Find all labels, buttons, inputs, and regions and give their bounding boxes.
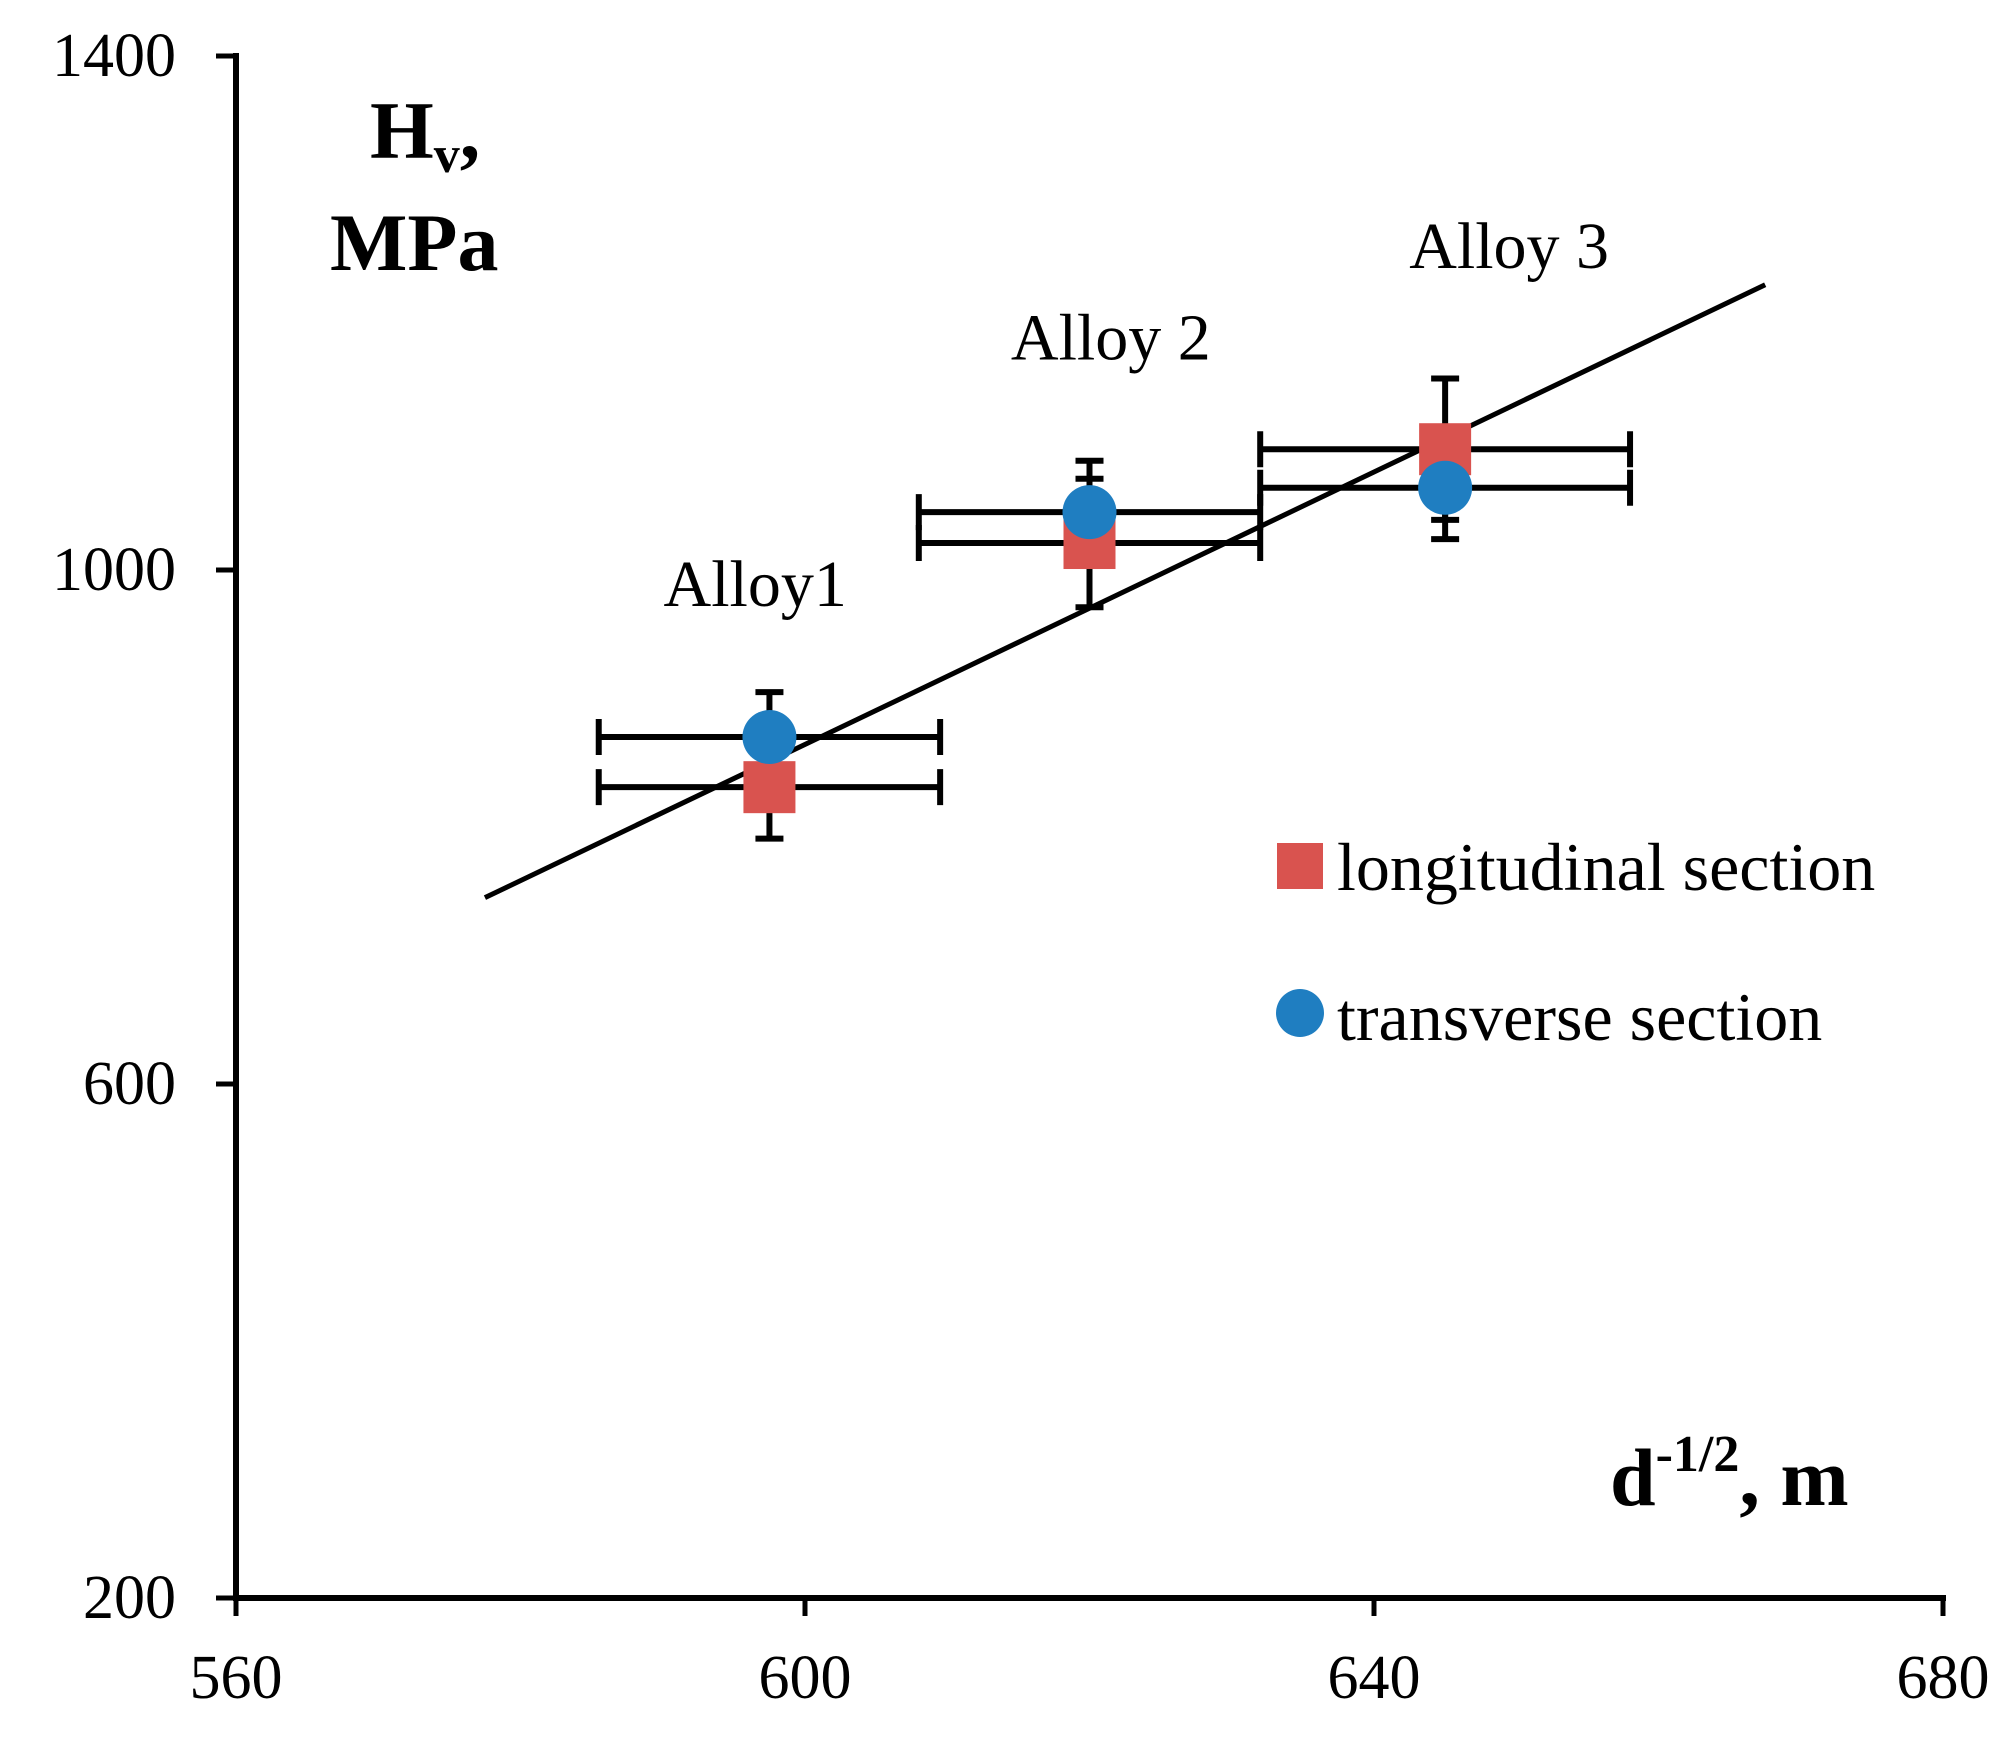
x-tick-label: 680 xyxy=(1897,1644,1990,1712)
y-axis-title-sub: v xyxy=(434,127,460,184)
x-axis-title-suffix: , m xyxy=(1739,1432,1848,1523)
y-tick-label: 1000 xyxy=(52,536,176,604)
data-markers xyxy=(742,423,1473,814)
trendline xyxy=(483,282,1767,900)
y-axis-title-unit: MPa xyxy=(330,197,498,288)
y-axis-title: Hv, xyxy=(370,85,480,184)
trendline-group xyxy=(483,282,1767,900)
x-ticks: 560 600 640 680 xyxy=(190,1598,1990,1712)
transverse-point xyxy=(1418,460,1473,515)
y-tick-label: 600 xyxy=(83,1050,176,1118)
y-tick-label: 1400 xyxy=(52,22,176,90)
y-ticks: 200 600 1000 1400 xyxy=(52,22,236,1632)
legend: longitudinal section transverse section xyxy=(1276,829,1875,1055)
transverse-point xyxy=(742,710,797,765)
x-axis-title: d-1/2, m xyxy=(1610,1426,1849,1523)
legend-label-longitudinal: longitudinal section xyxy=(1337,829,1875,905)
annotations: Alloy1 Alloy 2 Alloy 3 xyxy=(664,210,1610,621)
legend-swatch-transverse xyxy=(1276,989,1324,1037)
x-tick-label: 600 xyxy=(759,1644,852,1712)
x-axis-title-sup: -1/2 xyxy=(1656,1426,1740,1483)
x-tick-label: 560 xyxy=(190,1644,283,1712)
alloy-label: Alloy1 xyxy=(664,548,847,621)
y-axis-title-base: H xyxy=(370,85,434,176)
x-tick-label: 640 xyxy=(1328,1644,1421,1712)
y-axis-title-suffix: , xyxy=(460,85,481,176)
alloy-label: Alloy 2 xyxy=(1011,301,1211,374)
longitudinal-point xyxy=(743,761,796,814)
alloy-label: Alloy 3 xyxy=(1409,210,1609,283)
x-axis-title-base: d xyxy=(1610,1432,1656,1523)
y-tick-label: 200 xyxy=(83,1564,176,1632)
transverse-point xyxy=(1062,485,1117,540)
legend-swatch-longitudinal xyxy=(1277,843,1323,889)
plot-area: 200 600 1000 1400 560 600 640 680 Alloy1 Alloy … xyxy=(52,22,1990,1712)
legend-label-transverse: transverse section xyxy=(1337,979,1822,1055)
